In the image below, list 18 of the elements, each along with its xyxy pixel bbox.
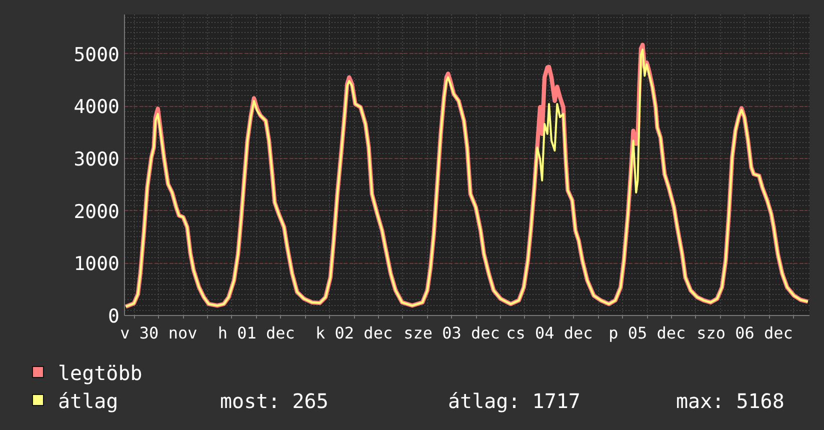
x-tick-label: sze 03 dec (404, 324, 500, 342)
x-tick-label: k 02 dec (316, 324, 393, 342)
y-tick-label: 0 (108, 306, 120, 328)
y-tick-label: 3000 (74, 148, 120, 170)
y-tick-label: 4000 (74, 96, 120, 118)
x-tick-label: v 30 nov (120, 324, 198, 342)
y-tick-label: 5000 (74, 44, 120, 66)
y-tick-label: 2000 (74, 200, 120, 223)
x-tick-label: cs 04 dec (506, 324, 593, 342)
text: átlag: 1717 (448, 389, 580, 413)
legend-label: legtöbb (58, 361, 142, 385)
legend-label: átlag (58, 389, 118, 413)
x-tick-label: h 01 dec (218, 324, 295, 342)
x-tick-label: p 05 dec (608, 324, 686, 342)
text: most: 265 (220, 389, 328, 413)
text: max: 5168 (676, 389, 784, 413)
y-tick-label: 1000 (74, 253, 120, 276)
x-tick-label: szo 06 dec (696, 324, 793, 342)
